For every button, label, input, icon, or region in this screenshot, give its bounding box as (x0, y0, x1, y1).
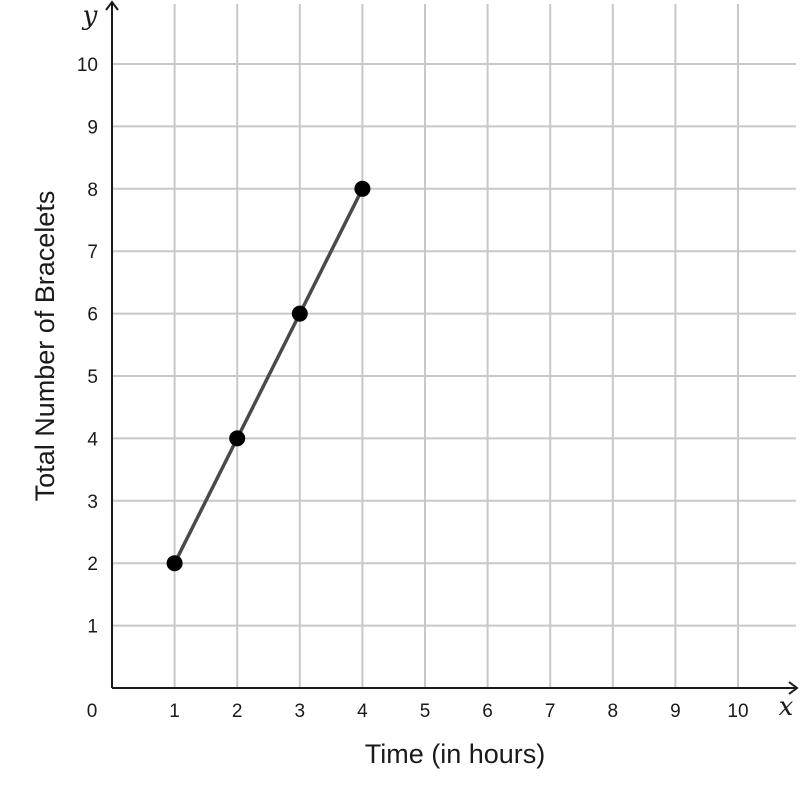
x-tick-label: 1 (169, 701, 180, 722)
y-tick-label: 2 (87, 554, 98, 575)
x-tick-label: 8 (608, 701, 619, 722)
y-axis-variable: y (82, 1, 98, 31)
y-tick-label: 1 (87, 617, 98, 638)
y-tick-label: 8 (87, 180, 98, 201)
data-point (229, 430, 246, 447)
y-tick-label: 4 (87, 429, 98, 450)
series-line (173, 188, 364, 564)
data-point (291, 305, 308, 322)
y-tick-label: 5 (87, 367, 98, 388)
y-axis-title: Total Number of Bracelets (30, 191, 60, 502)
x-tick-label: 7 (545, 701, 556, 722)
x-tick-label: 4 (357, 701, 368, 722)
y-axis-arrow (105, 0, 119, 11)
x-axis-variable: x (779, 692, 794, 722)
x-axis-title: Time (in hours) (365, 739, 546, 769)
x-tick-label: 5 (420, 701, 431, 722)
x-tick-label: 3 (295, 701, 306, 722)
y-tick-label: 3 (87, 492, 98, 513)
y-tick-label: 10 (77, 55, 98, 76)
x-tick-label: 2 (232, 701, 243, 722)
x-tick-label: 10 (727, 701, 748, 722)
axes (105, 0, 799, 695)
data-point (166, 555, 183, 572)
data-point (354, 180, 371, 197)
y-tick-label: 7 (87, 242, 98, 263)
x-tick-label: 9 (670, 701, 681, 722)
grid-lines (112, 4, 796, 688)
origin-label: 0 (87, 701, 98, 722)
y-tick-label: 6 (87, 305, 98, 326)
data-series (166, 180, 371, 572)
tick-labels: 1 2 3 4 5 6 7 8 9 10 1 2 3 4 5 6 7 8 9 10 (77, 55, 749, 722)
x-axis-arrow (788, 681, 799, 695)
y-tick-label: 9 (87, 117, 98, 138)
x-tick-label: 6 (482, 701, 493, 722)
